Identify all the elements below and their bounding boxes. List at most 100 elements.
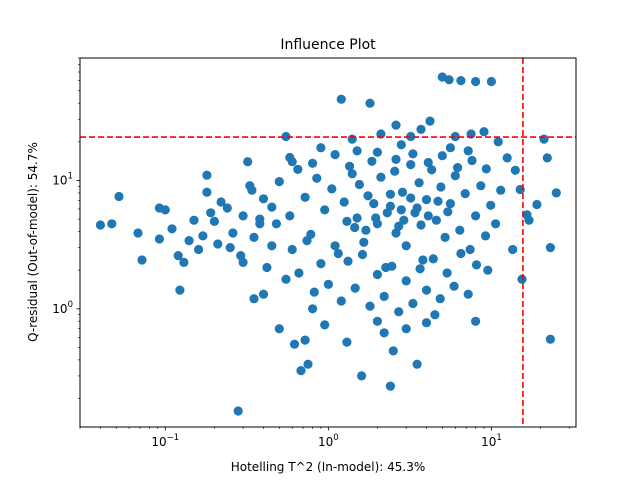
data-point: [233, 406, 243, 416]
data-point: [539, 134, 549, 144]
data-point: [361, 225, 371, 235]
data-point: [267, 241, 277, 251]
data-point: [160, 205, 170, 215]
data-point: [167, 224, 177, 234]
data-point: [517, 274, 527, 284]
data-point: [255, 214, 265, 224]
data-point: [437, 151, 447, 161]
data-point: [502, 153, 512, 163]
data-point: [316, 259, 326, 269]
data-point: [367, 156, 377, 166]
data-point: [421, 285, 432, 295]
data-point: [444, 75, 454, 85]
data-point: [425, 116, 435, 126]
threshold-lines: [80, 58, 576, 427]
data-point: [308, 304, 318, 314]
data-point: [114, 191, 124, 202]
data-point: [401, 276, 411, 286]
data-point: [303, 359, 313, 369]
data-point: [401, 241, 411, 251]
data-point: [551, 188, 561, 198]
y-axis-label: Q-residual (Out-of-model): 54.7%: [26, 142, 40, 342]
data-point: [399, 215, 409, 225]
data-point: [327, 184, 337, 194]
data-point: [194, 244, 204, 255]
data-point: [343, 256, 353, 266]
data-point: [476, 181, 486, 191]
data-point: [359, 237, 369, 247]
data-points: [95, 72, 561, 416]
data-point: [450, 171, 460, 181]
chart-title: Influence Plot: [280, 37, 376, 53]
data-point: [354, 179, 364, 190]
data-point: [189, 215, 199, 225]
data-point: [396, 140, 406, 150]
data-point: [390, 166, 400, 176]
data-point: [173, 251, 183, 261]
data-point: [463, 146, 473, 156]
data-point: [471, 316, 481, 326]
data-point: [369, 199, 379, 209]
data-point: [449, 281, 459, 291]
data-point: [345, 161, 355, 171]
data-point: [222, 203, 232, 213]
data-point: [486, 200, 496, 210]
data-point: [442, 268, 452, 278]
data-point: [175, 285, 185, 295]
data-point: [481, 164, 491, 174]
data-point: [491, 219, 501, 229]
data-point: [443, 207, 453, 217]
data-point: [342, 337, 352, 347]
data-point: [137, 255, 147, 265]
data-point: [471, 260, 482, 270]
data-point: [423, 211, 433, 221]
data-point: [465, 244, 475, 255]
data-point: [206, 208, 216, 218]
data-point: [391, 228, 401, 238]
data-point: [372, 316, 382, 326]
data-point: [312, 173, 322, 183]
data-point: [406, 131, 416, 142]
data-point: [387, 261, 397, 271]
data-point: [347, 134, 357, 144]
data-point: [352, 213, 362, 223]
data-point: [213, 239, 223, 249]
data-point: [433, 196, 443, 206]
data-point: [179, 257, 189, 267]
data-point: [508, 244, 518, 255]
data-point: [414, 178, 424, 188]
data-point: [401, 324, 411, 334]
data-point: [267, 202, 277, 212]
data-point: [365, 301, 375, 311]
data-point: [202, 187, 212, 197]
data-point: [418, 255, 428, 265]
data-point: [372, 219, 382, 229]
data-point: [406, 193, 416, 203]
data-point: [330, 150, 340, 160]
data-point: [430, 310, 440, 320]
data-point: [440, 232, 450, 242]
data-point: [320, 205, 330, 215]
data-point: [394, 307, 404, 317]
data-point: [271, 219, 281, 229]
data-point: [496, 185, 506, 195]
data-point: [258, 289, 269, 299]
data-point: [365, 98, 375, 108]
data-point: [339, 197, 349, 207]
data-point: [293, 164, 303, 174]
data-point: [479, 127, 489, 137]
data-point: [385, 381, 395, 391]
data-point: [545, 243, 556, 253]
data-point: [184, 236, 194, 246]
data-point: [456, 76, 466, 86]
data-point: [347, 169, 357, 179]
data-point: [431, 215, 441, 225]
x-axis-label: Hotelling T^2 (In-model): 45.3%: [231, 460, 426, 474]
data-point: [388, 346, 398, 356]
data-point: [471, 76, 481, 87]
data-point: [542, 153, 552, 163]
data-point: [285, 152, 295, 163]
data-point: [285, 211, 295, 221]
data-point: [385, 189, 395, 199]
